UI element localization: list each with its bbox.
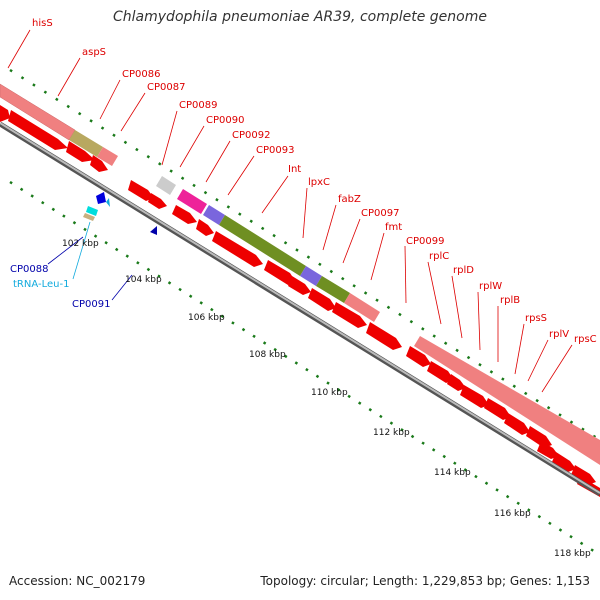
- gene-arrow[interactable]: [427, 361, 454, 383]
- accession-text: Accession: NC_002179: [9, 574, 146, 588]
- gene-label-Int[interactable]: Int: [288, 164, 301, 175]
- gene-arrow-reverse[interactable]: [106, 198, 110, 207]
- feature-box[interactable]: [177, 189, 207, 214]
- gene-arrow[interactable]: [537, 441, 559, 459]
- gene-arrow[interactable]: [0, 105, 10, 122]
- gene-label-rpsC[interactable]: rpsC: [574, 334, 597, 345]
- genome-summary-text: Topology: circular; Length: 1,229,853 bp…: [260, 574, 590, 588]
- gene-label-CP0090[interactable]: CP0090: [206, 115, 244, 126]
- scale-label: 118 kbp: [554, 549, 591, 559]
- gene-arrow[interactable]: [128, 180, 154, 201]
- gene-arrow[interactable]: [447, 374, 466, 391]
- gene-arrow[interactable]: [308, 288, 336, 311]
- gene-arrow[interactable]: [484, 398, 511, 420]
- gene-label-lpxC[interactable]: lpxC: [308, 177, 330, 188]
- gene-labels: hisS aspS CP0086 CP0087 CP0089 CP0090 CP…: [10, 18, 597, 345]
- gene-arrow[interactable]: [332, 302, 367, 328]
- gene-arrow-reverse[interactable]: [96, 192, 106, 204]
- gene-label-rplW[interactable]: rplW: [479, 281, 502, 292]
- gene-label-fmt[interactable]: fmt: [385, 222, 402, 233]
- gene-arrow[interactable]: [212, 231, 263, 267]
- inner-scale-ticks: [9, 180, 600, 557]
- feature-box[interactable]: [203, 205, 225, 225]
- gene-arrow[interactable]: [148, 193, 167, 209]
- feature-box[interactable]: [344, 293, 380, 322]
- feature-box[interactable]: [69, 130, 103, 157]
- scale-label: 116 kbp: [494, 509, 531, 519]
- feature-box[interactable]: [156, 176, 176, 195]
- scale-label: 114 kbp: [434, 468, 471, 478]
- scale-label: 110 kbp: [311, 388, 348, 398]
- gene-label-CP0087[interactable]: CP0087: [147, 82, 185, 93]
- scale-label: 108 kbp: [249, 350, 286, 360]
- map-title: Chlamydophila pneumoniae AR39, complete …: [113, 9, 487, 25]
- label-leader-lines: [7, 29, 573, 393]
- gene-arrow[interactable]: [526, 426, 552, 448]
- gene-label-fabZ[interactable]: fabZ: [338, 194, 361, 205]
- gene-label-rplV[interactable]: rplV: [549, 329, 569, 340]
- gene-label-CP0099[interactable]: CP0099: [406, 236, 444, 247]
- scale-labels: 102 kbp 104 kbp 106 kbp 108 kbp 110 kbp …: [62, 239, 591, 559]
- gene-arrow[interactable]: [8, 110, 68, 150]
- reverse-strand-features: [83, 192, 157, 235]
- gene-label-CP0089[interactable]: CP0089: [179, 100, 217, 111]
- genome-backbone: [0, 121, 600, 497]
- gene-label-aspS[interactable]: aspS: [82, 47, 106, 58]
- gene-arrow[interactable]: [90, 155, 108, 172]
- scale-label: 112 kbp: [373, 428, 410, 438]
- gene-arrow[interactable]: [571, 465, 596, 485]
- gene-label-rpsS[interactable]: rpsS: [525, 313, 547, 324]
- gene-label-CP0092[interactable]: CP0092: [232, 130, 270, 141]
- feature-box[interactable]: [300, 266, 322, 286]
- gene-label-CP0097[interactable]: CP0097: [361, 208, 399, 219]
- gene-arrow[interactable]: [406, 346, 431, 367]
- feature-box[interactable]: [219, 215, 306, 276]
- gene-arrow[interactable]: [460, 385, 489, 408]
- scale-label: 104 kbp: [125, 275, 162, 285]
- feature-box[interactable]: [97, 147, 118, 166]
- gene-arrow[interactable]: [504, 413, 530, 435]
- gene-label-tRNA-Leu-1[interactable]: tRNA-Leu-1: [13, 279, 69, 290]
- gene-label-CP0093[interactable]: CP0093: [256, 145, 294, 156]
- scale-label: 102 kbp: [62, 239, 99, 249]
- gene-label-CP0086[interactable]: CP0086: [122, 69, 160, 80]
- gene-arrow[interactable]: [196, 219, 214, 236]
- gene-label-hisS[interactable]: hisS: [32, 18, 53, 29]
- feature-box[interactable]: [414, 336, 600, 465]
- gene-label-CP0091[interactable]: CP0091: [72, 299, 110, 310]
- feature-box[interactable]: [316, 276, 350, 303]
- gene-arrow[interactable]: [264, 260, 296, 285]
- gene-arrow[interactable]: [288, 276, 311, 295]
- feature-band: [0, 83, 600, 465]
- gene-label-rplD[interactable]: rplD: [453, 265, 474, 276]
- gene-arrow[interactable]: [366, 322, 402, 350]
- gene-arrow[interactable]: [552, 452, 576, 472]
- gene-label-rplB[interactable]: rplB: [500, 295, 520, 306]
- scale-label: 106 kbp: [188, 313, 225, 323]
- trna-feature[interactable]: [86, 206, 98, 216]
- outer-scale-ticks: [9, 68, 600, 442]
- gene-arrow[interactable]: [66, 141, 95, 162]
- gene-arrow-reverse[interactable]: [150, 226, 157, 235]
- gene-label-rplC[interactable]: rplC: [429, 251, 449, 262]
- gene-label-CP0088[interactable]: CP0088: [10, 264, 48, 275]
- gene-arrow[interactable]: [172, 205, 197, 224]
- trna-feature[interactable]: [83, 213, 95, 221]
